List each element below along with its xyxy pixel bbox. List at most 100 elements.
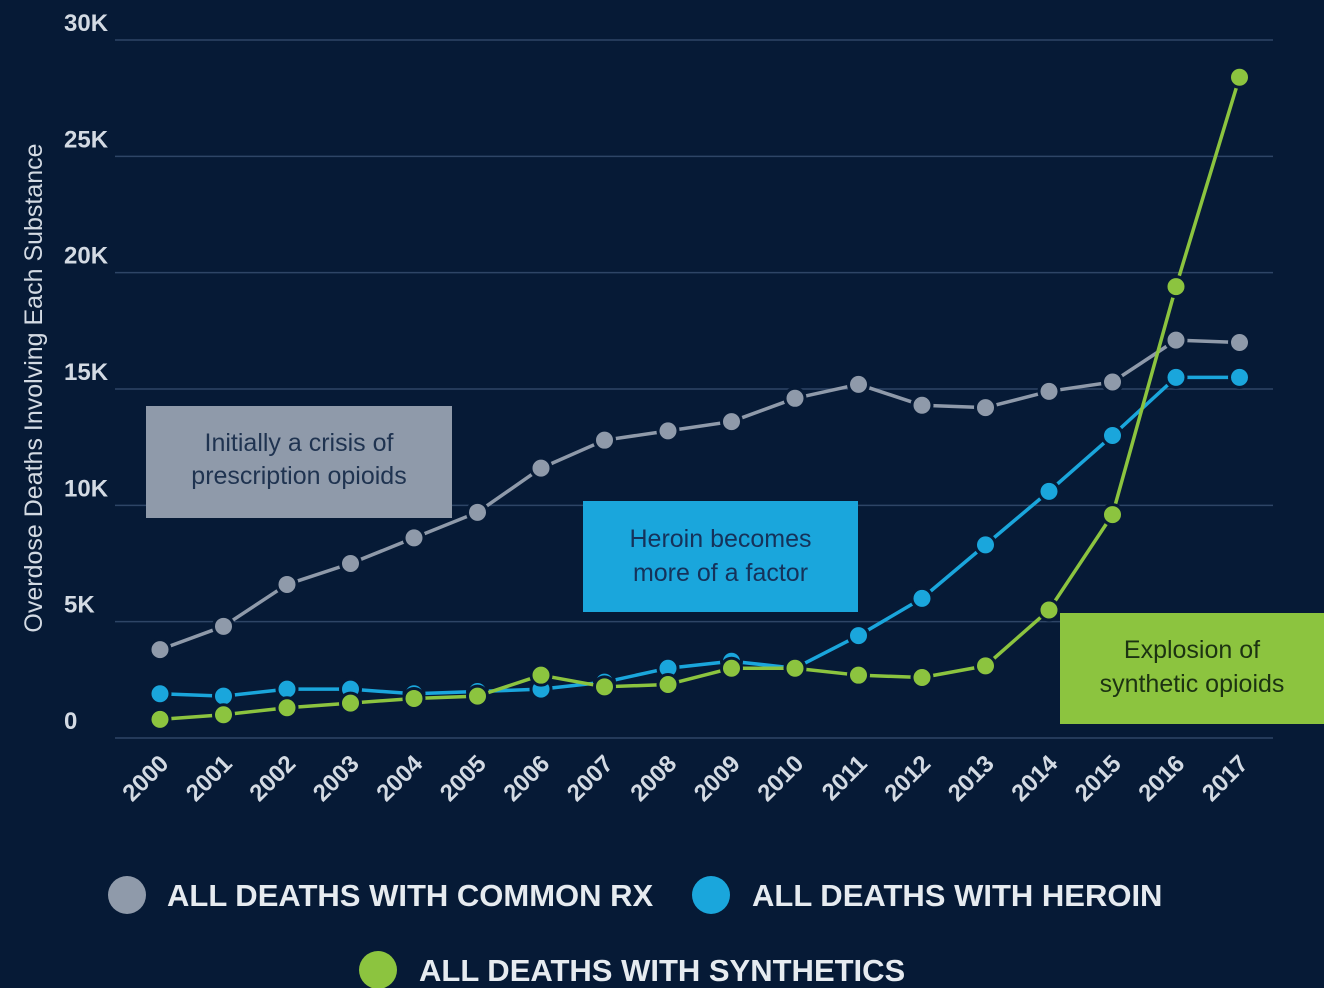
x-tick-label: 2016 <box>1133 750 1190 807</box>
data-point <box>1228 65 1251 89</box>
y-tick-label: 10K <box>64 475 109 502</box>
x-tick-label: 2001 <box>181 750 238 807</box>
legend-label: ALL DEATHS WITH SYNTHETICS <box>419 953 905 988</box>
annotation-background <box>1060 613 1324 724</box>
x-tick-label: 2011 <box>817 750 873 806</box>
x-tick-label: 2014 <box>1006 750 1063 807</box>
data-point <box>847 624 870 648</box>
x-tick-label: 2003 <box>308 750 365 807</box>
data-point <box>148 707 172 731</box>
legend-label: ALL DEATHS WITH HEROIN <box>752 878 1162 913</box>
annotation-text: Explosion of <box>1124 636 1260 664</box>
x-tick-label: 2017 <box>1197 750 1254 807</box>
data-point <box>593 428 616 452</box>
data-point <box>1101 503 1124 527</box>
data-point <box>466 500 489 524</box>
y-tick-label: 15K <box>64 359 109 386</box>
annotation-text: Initially a crisis of <box>205 429 394 457</box>
legend-swatch <box>108 876 146 914</box>
data-point <box>974 396 997 420</box>
data-point <box>275 696 299 720</box>
data-point <box>1037 379 1061 403</box>
annotation-box: Initially a crisis of prescription opioid… <box>146 406 452 518</box>
legend-swatch <box>692 876 730 914</box>
series-synthetics <box>148 65 1251 731</box>
legend-label: ALL DEATHS WITH COMMON RX <box>167 878 654 913</box>
y-tick-label: 0 <box>64 708 77 735</box>
data-point <box>148 682 172 706</box>
x-tick-label: 2007 <box>562 750 619 807</box>
data-point <box>1101 424 1124 448</box>
data-point <box>1228 365 1251 389</box>
data-point <box>783 656 807 680</box>
x-tick-label: 2009 <box>689 750 746 807</box>
x-tick-label: 2002 <box>244 750 301 807</box>
data-point <box>275 677 299 701</box>
data-point <box>720 410 743 434</box>
data-point <box>847 372 870 396</box>
data-point <box>1037 479 1061 503</box>
data-point <box>910 586 934 610</box>
annotations: Initially a crisis of prescription opioid… <box>146 406 1324 724</box>
x-tick-label: 2006 <box>498 750 555 807</box>
x-tick-label: 2015 <box>1070 750 1127 807</box>
x-tick-label: 2012 <box>879 750 936 807</box>
annotation-text: more of a factor <box>633 559 808 587</box>
data-point <box>656 419 680 443</box>
series-lines <box>148 65 1251 731</box>
series-rx <box>148 328 1251 662</box>
data-point <box>212 614 235 638</box>
data-point <box>212 684 235 708</box>
x-tick-label: 2013 <box>943 750 1000 807</box>
data-point <box>974 654 997 678</box>
data-point <box>466 684 489 708</box>
x-tick-label: 2000 <box>117 750 174 807</box>
data-point <box>529 663 553 687</box>
x-tick-label: 2008 <box>625 750 682 807</box>
y-tick-label: 25K <box>64 126 109 153</box>
data-point <box>402 686 426 710</box>
data-point <box>402 526 426 550</box>
y-axis-ticks: 0 5K 10K 15K 20K 25K 30K <box>64 10 109 735</box>
data-point <box>1164 365 1188 389</box>
annotation-background <box>146 406 452 518</box>
legend-item-synthetics: ALL DEATHS WITH SYNTHETICS <box>359 951 905 988</box>
data-point <box>1037 598 1061 622</box>
legend-item-heroin: ALL DEATHS WITH HEROIN <box>692 876 1162 914</box>
legend-item-rx: ALL DEATHS WITH COMMON RX <box>108 876 654 914</box>
annotation-text: synthetic opioids <box>1100 670 1285 698</box>
y-tick-label: 20K <box>64 243 109 270</box>
data-point <box>1164 275 1188 299</box>
y-axis-title: Overdose Deaths Involving Each Substance <box>20 143 48 632</box>
x-axis-ticks: 2000 2001 2002 2003 2004 2005 2006 2007 2008 2009… <box>117 750 1253 807</box>
data-point <box>1101 370 1124 394</box>
data-point <box>847 663 870 687</box>
data-point <box>1228 330 1251 354</box>
data-point <box>212 703 235 727</box>
annotation-box: Explosion of synthetic opioids <box>1060 613 1324 724</box>
data-point <box>656 672 680 696</box>
data-point <box>339 552 362 575</box>
data-point <box>974 533 997 557</box>
data-point <box>783 386 807 410</box>
legend-swatch <box>359 951 397 988</box>
annotation-background <box>583 501 858 612</box>
data-point <box>148 638 172 662</box>
x-tick-label: 2005 <box>435 750 492 807</box>
data-point <box>275 572 299 596</box>
y-tick-label: 5K <box>64 592 95 619</box>
annotation-text: Heroin becomes <box>629 525 811 553</box>
data-point <box>339 691 362 715</box>
data-point <box>910 393 934 417</box>
data-point <box>910 666 934 690</box>
x-tick-label: 2004 <box>371 750 428 807</box>
annotation-text: prescription opioids <box>191 462 406 490</box>
data-point <box>593 675 616 699</box>
data-point <box>720 656 743 680</box>
data-point <box>529 456 553 480</box>
y-tick-label: 30K <box>64 10 109 37</box>
data-point <box>1164 328 1188 352</box>
annotation-box: Heroin becomes more of a factor <box>583 501 858 612</box>
x-tick-label: 2010 <box>752 750 809 807</box>
